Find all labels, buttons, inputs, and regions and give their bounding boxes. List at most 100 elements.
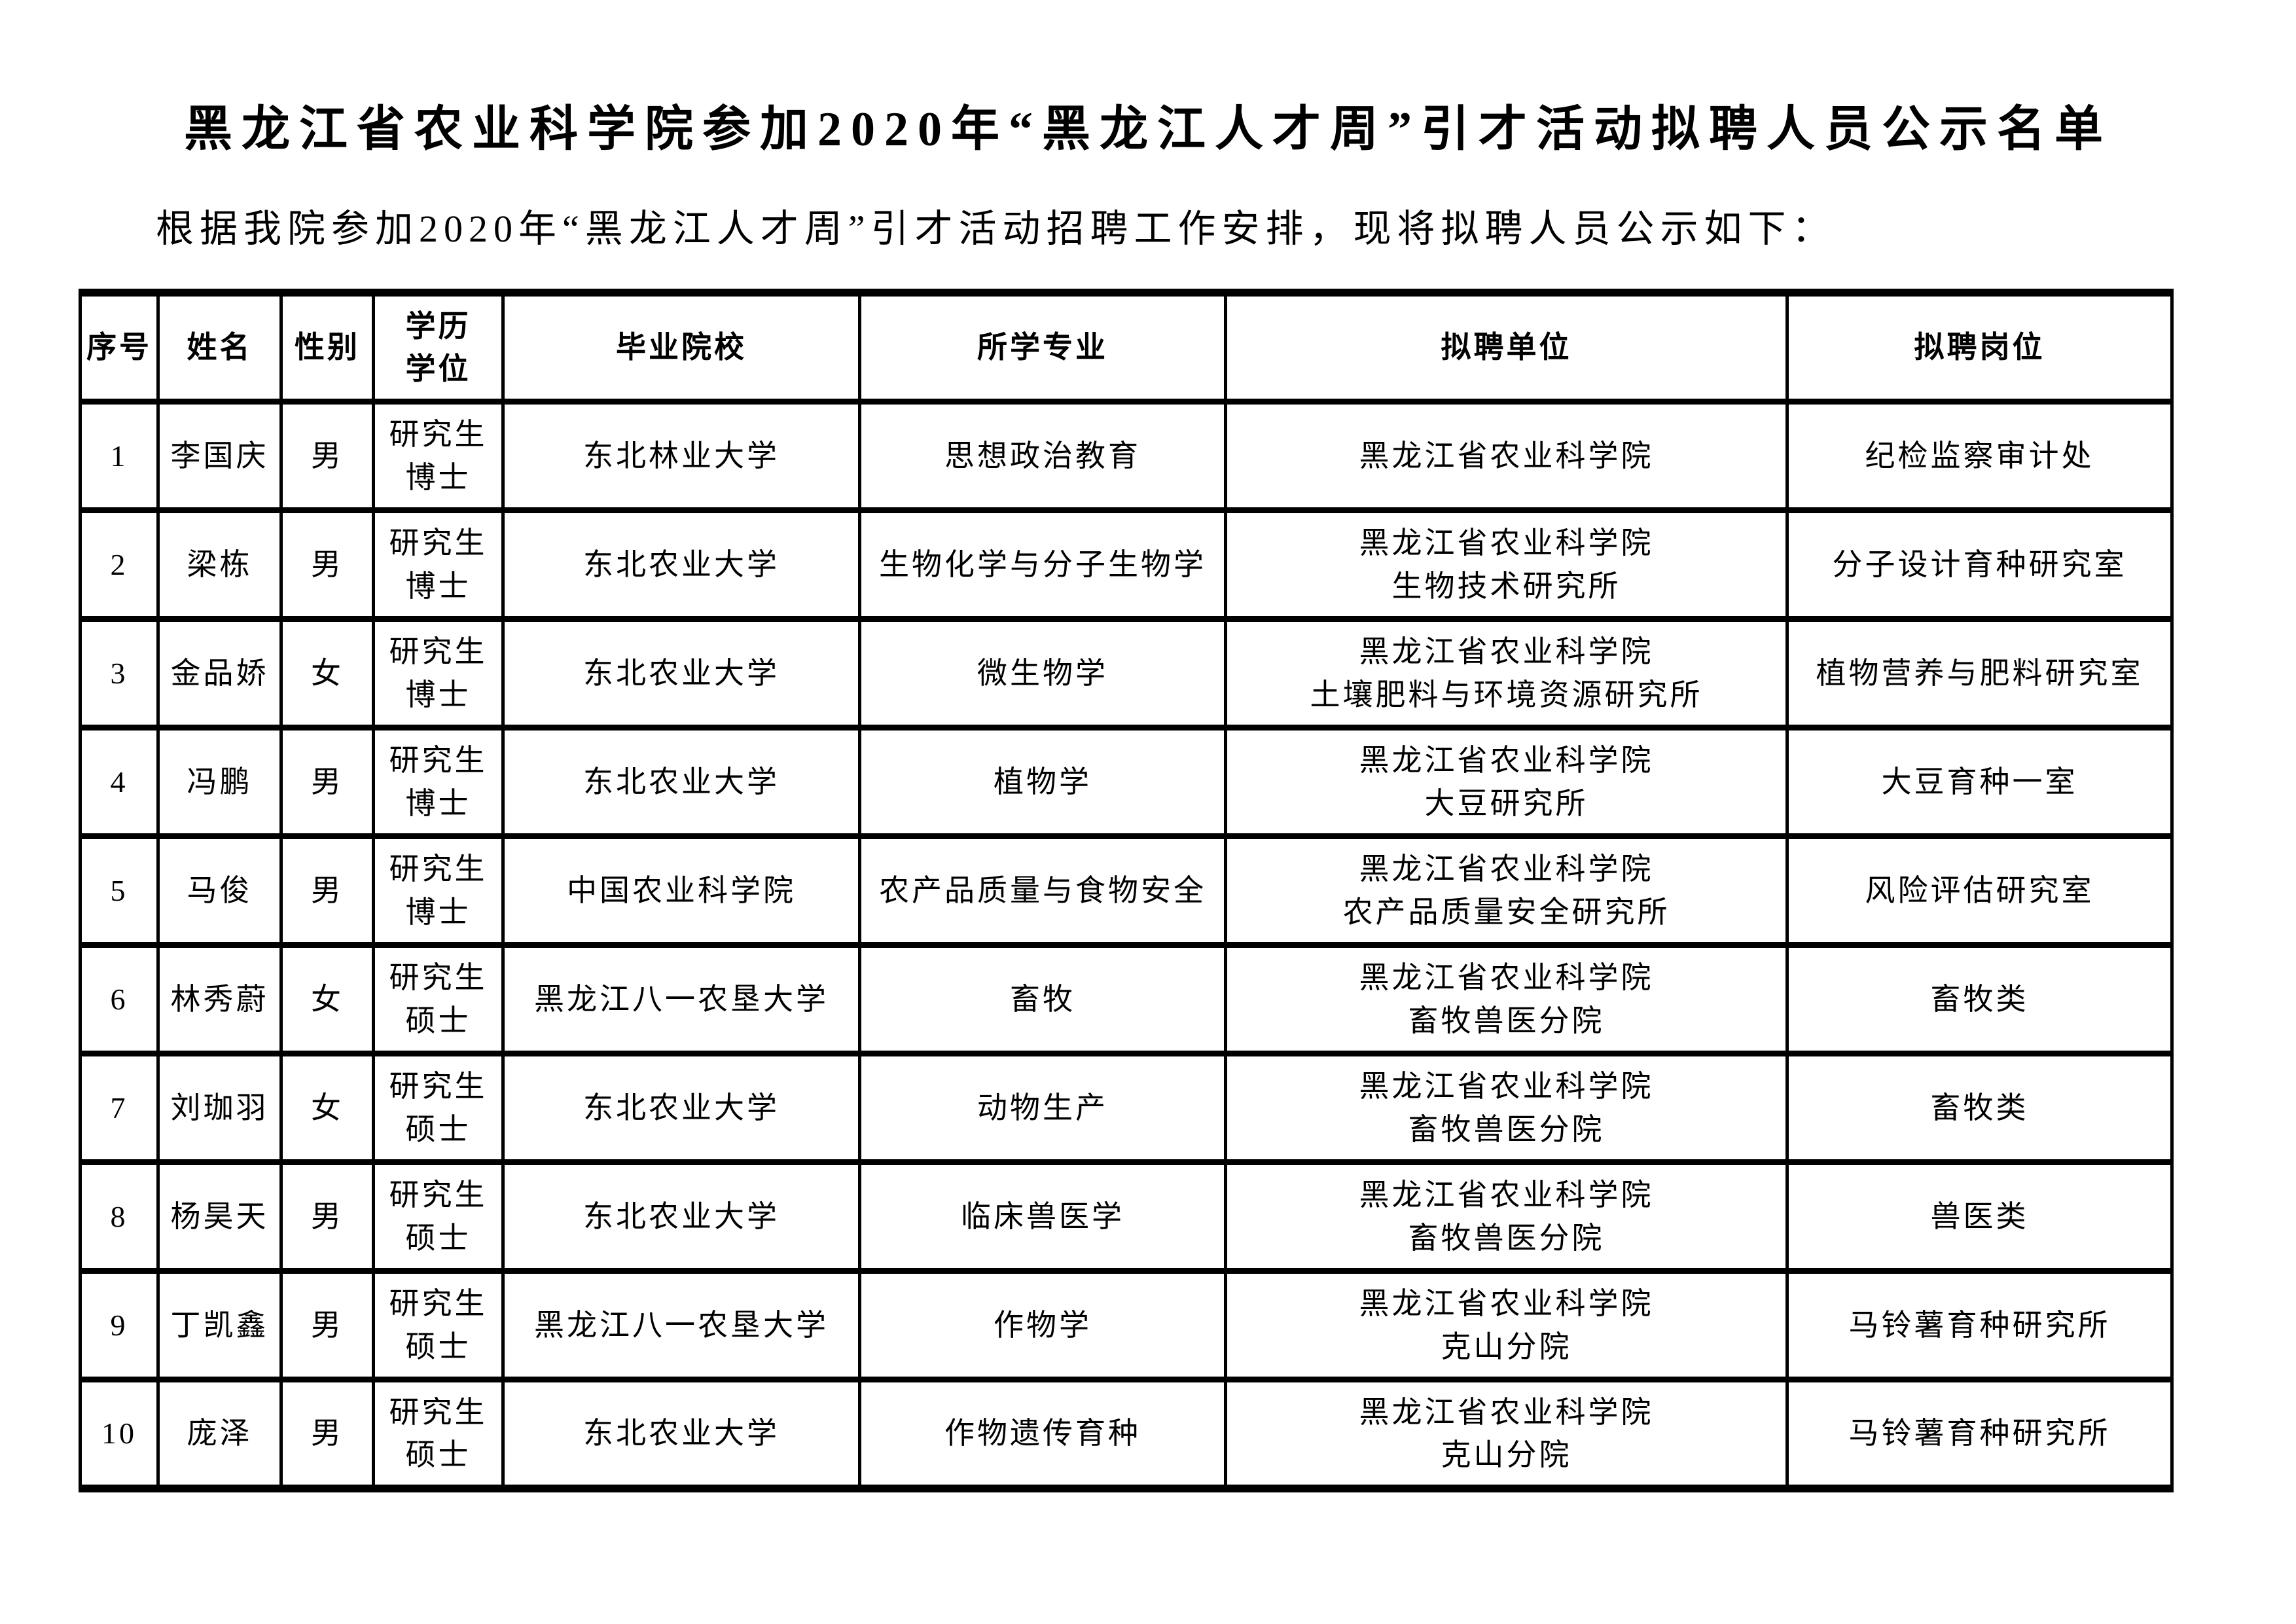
employer-line2: 克山分院	[1441, 1329, 1572, 1363]
cell-major: 思想政治教育	[858, 399, 1227, 514]
cell-index: 6	[79, 942, 160, 1057]
cell-major: 临床兽医学	[858, 1159, 1227, 1274]
employer-line2: 畜牧兽医分院	[1408, 1112, 1605, 1146]
cell-employer: 黑龙江省农业科学院 大豆研究所	[1224, 725, 1789, 840]
cell-employer: 黑龙江省农业科学院 畜牧兽医分院	[1224, 942, 1789, 1057]
cell-degree: 研究生 硕士	[372, 1377, 505, 1492]
cell-school: 东北农业大学	[501, 1051, 861, 1166]
table-row: 9 丁凯鑫 男 研究生 硕士 黑龙江八一农垦大学 作物学 黑龙江省农业科学院 克…	[79, 1268, 2174, 1383]
personnel-table-container: 序号 姓名 性别 学历 学位 毕业院校 所学专业 拟聘单位 拟聘岗位 1 李国庆…	[79, 288, 2296, 1492]
degree-line2: 博士	[405, 677, 471, 712]
employer-line1: 黑龙江省农业科学院	[1359, 1395, 1654, 1429]
cell-index: 4	[79, 725, 160, 840]
cell-index: 9	[79, 1268, 160, 1383]
cell-gender: 男	[279, 507, 375, 623]
cell-gender: 男	[279, 1377, 375, 1492]
degree-line2: 硕士	[405, 1438, 471, 1472]
cell-position: 畜牧类	[1785, 1051, 2174, 1166]
cell-index: 2	[79, 507, 160, 623]
employer-line2: 农产品质量安全研究所	[1342, 895, 1670, 929]
table-header-row: 序号 姓名 性别 学历 学位 毕业院校 所学专业 拟聘单位 拟聘岗位	[79, 288, 2174, 405]
col-header-degree-line1: 学历	[405, 308, 471, 343]
cell-school: 黑龙江八一农垦大学	[501, 1268, 861, 1383]
cell-position: 兽医类	[1785, 1159, 2174, 1274]
degree-line2: 硕士	[405, 1003, 471, 1038]
cell-gender: 男	[279, 725, 375, 840]
cell-school: 中国农业科学院	[501, 833, 861, 948]
cell-position: 风险评估研究室	[1785, 833, 2174, 948]
degree-line1: 研究生	[389, 961, 488, 995]
col-header-name: 姓名	[156, 288, 283, 405]
employer-line1: 黑龙江省农业科学院	[1359, 526, 1654, 560]
degree-line1: 研究生	[389, 418, 488, 452]
cell-degree: 研究生 硕士	[372, 1268, 505, 1383]
cell-gender: 女	[279, 616, 375, 731]
cell-employer: 黑龙江省农业科学院 畜牧兽医分院	[1224, 1051, 1789, 1166]
cell-gender: 女	[279, 942, 375, 1057]
cell-major: 生物化学与分子生物学	[858, 507, 1227, 623]
col-header-major: 所学专业	[858, 288, 1227, 405]
table-row: 4 冯鹏 男 研究生 博士 东北农业大学 植物学 黑龙江省农业科学院 大豆研究所…	[79, 725, 2174, 840]
cell-degree: 研究生 博士	[372, 616, 505, 731]
cell-position: 植物营养与肥料研究室	[1785, 616, 2174, 731]
degree-line2: 硕士	[405, 1221, 471, 1255]
cell-employer: 黑龙江省农业科学院 农产品质量安全研究所	[1224, 833, 1789, 948]
col-header-position: 拟聘岗位	[1785, 288, 2174, 405]
degree-line2: 硕士	[405, 1329, 471, 1363]
table-row: 6 林秀蔚 女 研究生 硕士 黑龙江八一农垦大学 畜牧 黑龙江省农业科学院 畜牧…	[79, 942, 2174, 1057]
col-header-index: 序号	[79, 288, 160, 405]
cell-employer: 黑龙江省农业科学院 克山分院	[1224, 1268, 1789, 1383]
employer-line2: 克山分院	[1441, 1438, 1572, 1472]
cell-position: 分子设计育种研究室	[1785, 507, 2174, 623]
cell-position: 大豆育种一室	[1785, 725, 2174, 840]
cell-name: 杨昊天	[156, 1159, 283, 1274]
personnel-table: 序号 姓名 性别 学历 学位 毕业院校 所学专业 拟聘单位 拟聘岗位 1 李国庆…	[79, 288, 2174, 1492]
cell-position: 畜牧类	[1785, 942, 2174, 1057]
cell-degree: 研究生 硕士	[372, 942, 505, 1057]
cell-school: 东北林业大学	[501, 399, 861, 514]
degree-line1: 研究生	[389, 1287, 488, 1321]
cell-name: 丁凯鑫	[156, 1268, 283, 1383]
cell-name: 林秀蔚	[156, 942, 283, 1057]
employer-line1: 黑龙江省农业科学院	[1359, 635, 1654, 669]
employer-line2: 生物技术研究所	[1391, 569, 1621, 603]
employer-line1: 黑龙江省农业科学院	[1359, 744, 1654, 778]
employer-line1: 黑龙江省农业科学院	[1359, 1287, 1654, 1321]
cell-degree: 研究生 博士	[372, 399, 505, 514]
cell-name: 马俊	[156, 833, 283, 948]
col-header-school: 毕业院校	[501, 288, 861, 405]
cell-gender: 女	[279, 1051, 375, 1166]
employer-line1: 黑龙江省农业科学院	[1359, 961, 1654, 995]
cell-major: 作物遗传育种	[858, 1377, 1227, 1492]
page-title: 黑龙江省农业科学院参加2020年“黑龙江人才周”引才活动拟聘人员公示名单	[184, 103, 2112, 156]
degree-line2: 博士	[405, 569, 471, 603]
employer-line1: 黑龙江省农业科学院	[1359, 439, 1654, 473]
cell-index: 7	[79, 1051, 160, 1166]
table-row: 8 杨昊天 男 研究生 硕士 东北农业大学 临床兽医学 黑龙江省农业科学院 畜牧…	[79, 1159, 2174, 1274]
cell-school: 东北农业大学	[501, 725, 861, 840]
col-header-degree: 学历 学位	[372, 288, 505, 405]
degree-line2: 硕士	[405, 1112, 471, 1146]
cell-major: 作物学	[858, 1268, 1227, 1383]
cell-degree: 研究生 博士	[372, 725, 505, 840]
cell-employer: 黑龙江省农业科学院 土壤肥料与环境资源研究所	[1224, 616, 1789, 731]
cell-employer: 黑龙江省农业科学院	[1224, 399, 1789, 514]
degree-line1: 研究生	[389, 1070, 488, 1104]
cell-employer: 黑龙江省农业科学院 生物技术研究所	[1224, 507, 1789, 623]
employer-line1: 黑龙江省农业科学院	[1359, 1070, 1654, 1104]
cell-school: 东北农业大学	[501, 507, 861, 623]
degree-line1: 研究生	[389, 635, 488, 669]
col-header-gender: 性别	[279, 288, 375, 405]
degree-line2: 博士	[405, 895, 471, 929]
employer-line2: 畜牧兽医分院	[1408, 1003, 1605, 1038]
degree-line1: 研究生	[389, 1178, 488, 1212]
cell-degree: 研究生 博士	[372, 833, 505, 948]
cell-position: 马铃薯育种研究所	[1785, 1268, 2174, 1383]
degree-line1: 研究生	[389, 1395, 488, 1429]
employer-line2: 土壤肥料与环境资源研究所	[1310, 677, 1703, 712]
cell-gender: 男	[279, 1268, 375, 1383]
degree-line1: 研究生	[389, 744, 488, 778]
col-header-employer: 拟聘单位	[1224, 288, 1789, 405]
cell-school: 东北农业大学	[501, 616, 861, 731]
